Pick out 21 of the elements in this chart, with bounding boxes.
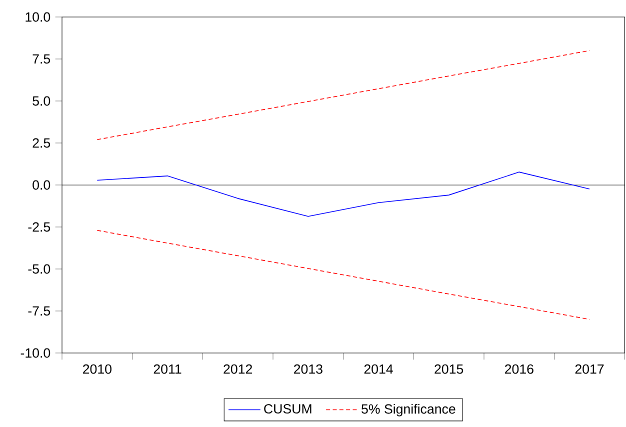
x-tick-label: 2011	[154, 364, 182, 374]
x-tick-label: 2014	[364, 364, 393, 374]
x-tick-label: 2010	[83, 364, 112, 374]
y-tick-label: -2.5	[28, 222, 50, 232]
line-series	[96, 50, 590, 140]
y-tick-label: 5.0	[32, 96, 50, 106]
legend-label: CUSUM	[264, 404, 312, 414]
legend-label: 5% Significance	[362, 404, 456, 416]
y-tick-label: 2.5	[32, 138, 50, 148]
y-tick-label: 0.0	[32, 180, 50, 190]
y-tick-label: -10.0	[20, 348, 50, 358]
y-tick-label: 10.0	[26, 12, 50, 22]
line-series	[96, 172, 590, 217]
x-tick-label: 2017	[575, 364, 604, 374]
y-tick-label: 7.5	[32, 54, 50, 64]
y-tick-label: -5.0	[28, 264, 50, 274]
x-tick-label: 2013	[294, 364, 322, 374]
x-tick-label: 2016	[505, 364, 534, 374]
y-tick-label: -7.5	[28, 306, 50, 316]
x-tick-label: 2015	[434, 364, 464, 374]
x-tick-label: 2012	[224, 364, 252, 374]
